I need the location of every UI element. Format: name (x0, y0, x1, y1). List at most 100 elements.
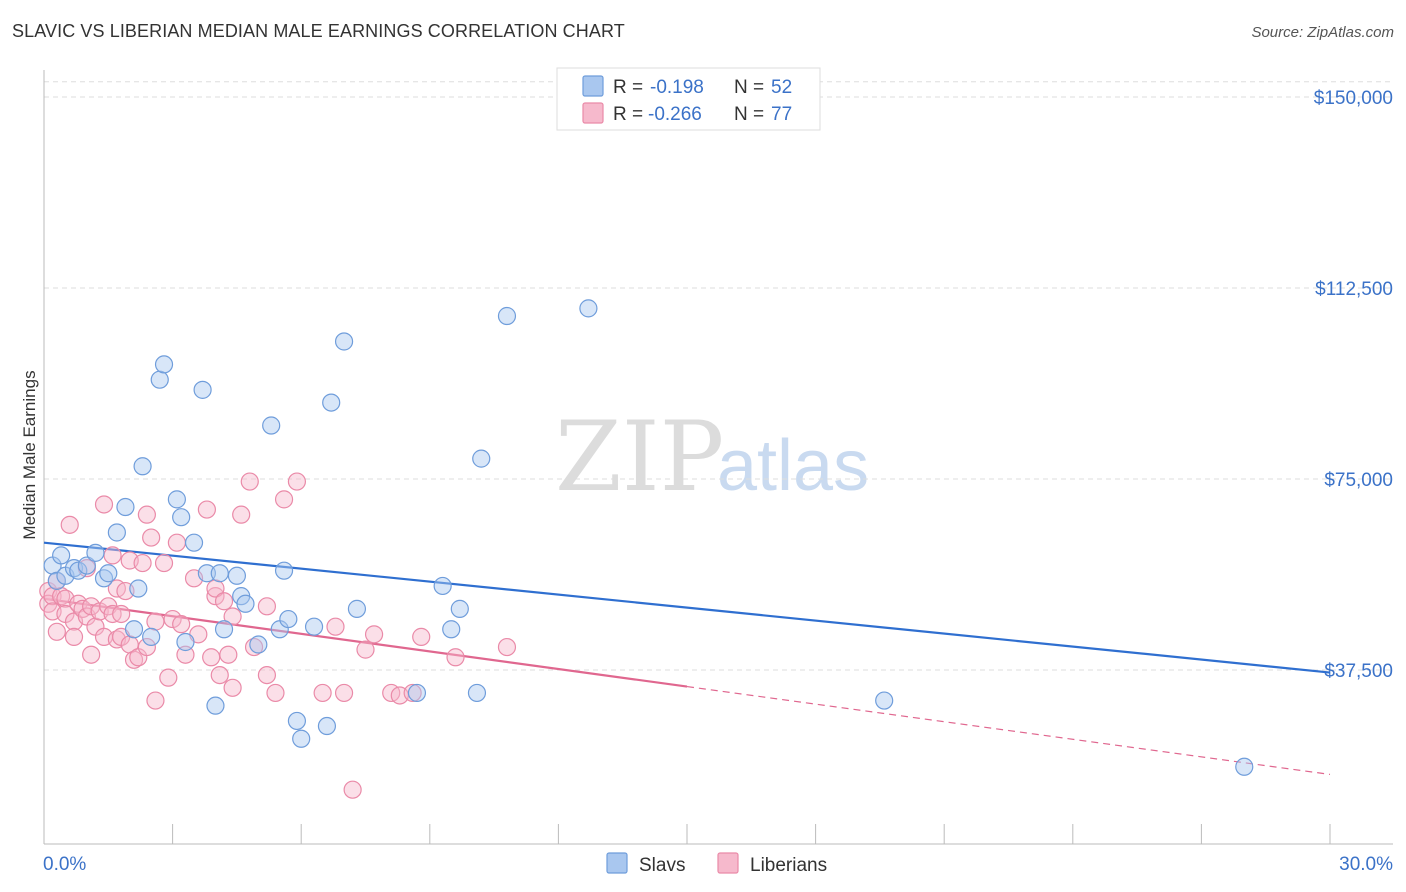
liberians-point (364, 625, 384, 644)
y-tick-label: $37,500 (1324, 661, 1393, 682)
liberians-point (112, 604, 131, 624)
liberians-point (146, 691, 165, 710)
liberians-point (47, 622, 66, 641)
slavs-point (249, 635, 268, 654)
legend-slavs-swatch (606, 852, 628, 874)
y-tick-label: $75,000 (1324, 470, 1393, 491)
liberians-point (313, 683, 332, 703)
liberians-point (82, 645, 101, 664)
slavs-point (304, 617, 324, 636)
liberians-point (446, 648, 465, 667)
y-tick-label: $112,500 (1315, 279, 1393, 300)
slavs-point (86, 543, 105, 562)
y-tick-label: $150,000 (1314, 88, 1393, 109)
liberians-point (167, 533, 186, 552)
liberians-points (39, 472, 517, 799)
slavs-point (184, 533, 204, 552)
liberians-point (403, 683, 422, 703)
slavs-point (172, 508, 191, 527)
legend-slavs-label: Slavs (639, 855, 685, 876)
liberians-n-value: 77 (771, 104, 792, 125)
slavs-point (69, 561, 88, 580)
liberians-point (202, 648, 221, 667)
slavs-point (317, 716, 337, 736)
slavs-point (579, 299, 598, 318)
liberians-point (257, 665, 277, 685)
slavs-r-value: -0.198 (650, 77, 704, 98)
stats-legend: R = -0.198 N = 52 R = -0.266 N = 77 (556, 67, 821, 131)
watermark-atlas: atlas (717, 426, 869, 506)
slavs-point (116, 497, 135, 517)
liberians-point (343, 780, 362, 799)
slavs-point (279, 609, 298, 629)
slavs-point (450, 599, 469, 618)
series-legend: Slavs Liberians (606, 852, 827, 876)
liberians-point (133, 553, 152, 573)
liberians-point (197, 500, 216, 519)
watermark-zip: ZIP (555, 401, 724, 513)
legend-liberians-swatch (717, 852, 739, 874)
slavs-n-label: N = (734, 77, 764, 98)
slavs-point (133, 457, 152, 476)
slavs-point (875, 691, 894, 710)
slavs-point (167, 490, 186, 509)
slavs-point (154, 355, 174, 374)
liberians-n-label: N = (734, 104, 764, 125)
x-tick-min: 0.0% (43, 854, 86, 875)
liberians-point (223, 678, 242, 697)
liberians-trend-extension (686, 685, 1331, 776)
slavs-point (193, 380, 212, 399)
liberians-point (240, 472, 259, 491)
slavs-point (322, 393, 341, 412)
liberians-point (146, 612, 165, 631)
slavs-point (497, 306, 517, 326)
liberians-point (154, 553, 174, 573)
liberians-r-value: -0.266 (648, 104, 702, 125)
slavs-point (214, 620, 234, 639)
liberians-point (334, 683, 354, 703)
liberians-point (266, 683, 285, 703)
liberians-point (223, 607, 242, 626)
slavs-point (197, 564, 216, 583)
slavs-point (334, 332, 354, 351)
liberians-point (219, 645, 238, 664)
liberians-point (257, 597, 277, 616)
liberians-point (137, 637, 156, 657)
slavs-point (107, 523, 126, 542)
slavs-points (43, 299, 1254, 776)
slavs-point (150, 370, 169, 389)
chart-title: SLAVIC VS LIBERIAN MEDIAN MALE EARNINGS … (12, 21, 625, 41)
legend-liberians-label: Liberians (750, 855, 827, 876)
slavs-point (467, 683, 487, 703)
liberians-point (497, 637, 517, 657)
liberians-point (214, 592, 234, 611)
slavs-point (433, 576, 452, 596)
liberians-point (206, 587, 225, 606)
liberians-point (176, 645, 195, 664)
slavs-point (287, 711, 307, 731)
slavs-point (1235, 757, 1254, 776)
slavs-point (124, 620, 144, 639)
liberians-point (172, 615, 191, 634)
liberians-r-label: R = (613, 104, 643, 125)
slavs-point (442, 620, 461, 639)
slavs-swatch (582, 75, 604, 97)
liberians-point (356, 640, 375, 659)
liberians-point (159, 668, 178, 687)
liberians-point (412, 627, 431, 646)
slavs-n-value: 52 (771, 77, 792, 98)
slavs-trend-line (43, 541, 1331, 674)
liberians-point (274, 490, 294, 509)
slavs-point (274, 561, 294, 580)
liberians-point (94, 495, 114, 514)
liberians-swatch (582, 102, 604, 124)
liberians-point (287, 472, 307, 491)
liberians-point (60, 515, 79, 534)
slavs-point (210, 564, 229, 583)
slavs-point (47, 571, 66, 590)
slavs-point (206, 696, 225, 715)
slavs-point (262, 416, 281, 435)
y-axis-label: Median Male Earnings (20, 370, 39, 539)
slavs-point (227, 566, 246, 585)
